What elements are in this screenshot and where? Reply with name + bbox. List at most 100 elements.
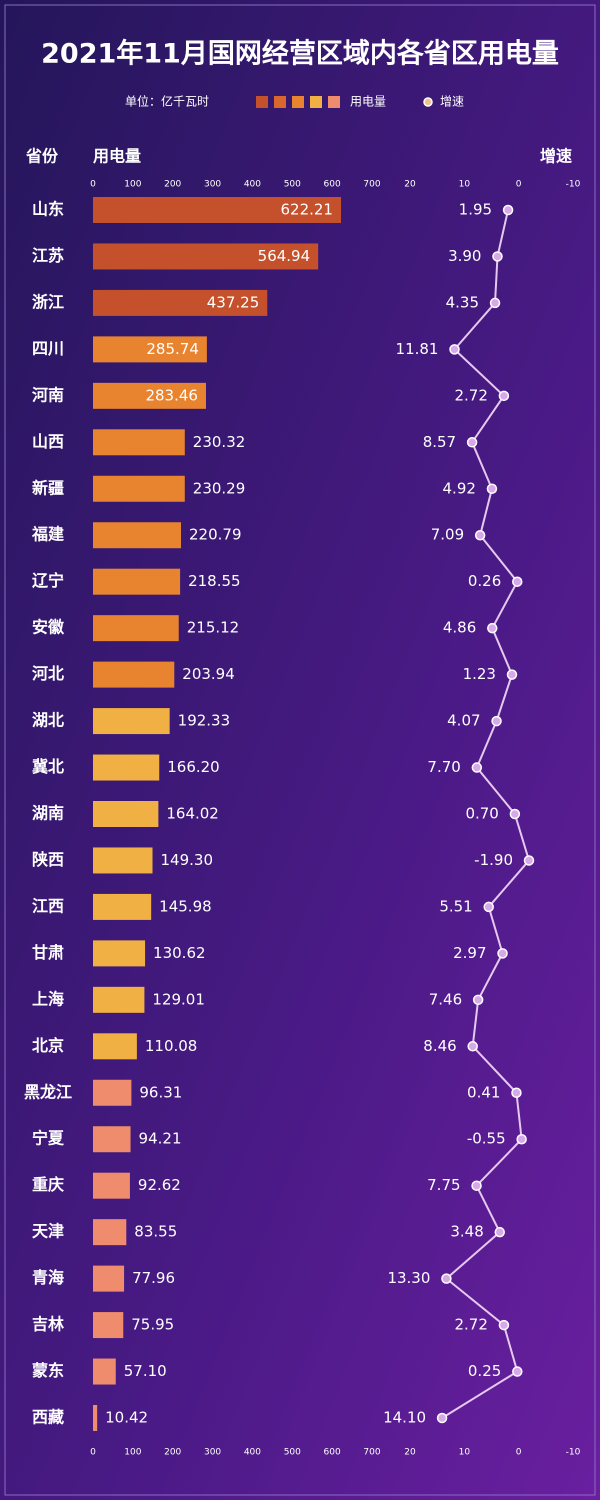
category-label: 江西 (32, 896, 64, 915)
x-tick-label: 20 (404, 180, 416, 190)
category-label: 陕西 (32, 850, 64, 869)
category-label: 蒙东 (32, 1361, 64, 1380)
value-label: 94.21 (139, 1130, 182, 1148)
bar (93, 615, 179, 642)
growth-point (486, 483, 498, 495)
bar (93, 197, 341, 223)
value-label: 129.01 (152, 990, 205, 1008)
x-tick-label: 0 (90, 1448, 96, 1458)
x-tick-label: 0 (516, 1448, 522, 1458)
value-label: 4.07 (447, 712, 480, 730)
growth-point (487, 622, 498, 634)
category-label: 甘肃 (32, 943, 64, 962)
x-tick-label: 400 (244, 1448, 261, 1458)
value-label: 164.02 (166, 805, 219, 823)
value-label: 215.12 (187, 619, 240, 637)
growth-point (471, 762, 483, 773)
category-label: 青海 (32, 1268, 64, 1287)
x-tick-label: 10 (459, 180, 471, 190)
bar (93, 1219, 127, 1246)
value-label: 0.70 (465, 805, 498, 823)
value-label: 0.26 (468, 572, 501, 590)
x-tick-label: 600 (324, 180, 341, 190)
value-label: 230.32 (193, 433, 246, 451)
bar (93, 382, 206, 409)
value-label: 83.55 (134, 1223, 177, 1241)
value-label: 1.95 (459, 201, 492, 219)
growth-point (467, 1041, 478, 1052)
value-label: 110.08 (145, 1037, 198, 1055)
value-label: 7.46 (429, 990, 462, 1008)
value-label: 3.90 (448, 247, 481, 265)
value-label: 564.94 (258, 247, 311, 265)
x-tick-label: 500 (284, 180, 301, 190)
growth-point (466, 437, 478, 448)
x-tick-label: 200 (164, 180, 181, 190)
bar (93, 336, 207, 363)
value-label: 192.33 (178, 712, 231, 730)
bar (93, 475, 185, 502)
bar (93, 1079, 132, 1106)
bar (93, 429, 185, 456)
value-label: 220.79 (189, 526, 242, 544)
bar (93, 801, 159, 827)
value-label: 4.35 (446, 293, 479, 311)
x-tick-label: 0 (516, 180, 522, 190)
category-label: 湖北 (32, 711, 64, 730)
category-header: 省份 (25, 147, 59, 166)
value-label: 437.25 (207, 293, 260, 311)
category-label: 安徽 (32, 618, 65, 637)
growth-point (512, 576, 523, 587)
growth-point (511, 1087, 522, 1099)
x-tick-label: 700 (363, 1448, 380, 1458)
value-label: 2.97 (453, 944, 486, 962)
value-label: 166.20 (167, 758, 220, 776)
legend-swatch (328, 96, 340, 108)
bar-header: 用电量 (93, 147, 141, 166)
bar (93, 986, 145, 1013)
category-label: 浙江 (32, 292, 64, 311)
bar (93, 940, 146, 967)
value-label: 0.25 (468, 1362, 501, 1380)
x-tick-label: 10 (459, 1448, 471, 1458)
value-label: 10.42 (105, 1409, 148, 1427)
category-label: 河南 (32, 385, 64, 404)
category-label: 山东 (32, 200, 64, 219)
category-label: 河北 (32, 664, 64, 683)
growth-point (502, 204, 514, 216)
value-label: 8.46 (423, 1037, 456, 1055)
value-label: 1.23 (463, 665, 496, 683)
growth-point (471, 1180, 482, 1191)
value-label: 230.29 (193, 479, 246, 497)
category-label: 福建 (31, 525, 64, 544)
value-label: 283.46 (145, 386, 198, 404)
value-label: 7.75 (427, 1176, 460, 1194)
growth-point (441, 1273, 452, 1284)
category-label: 西藏 (32, 1408, 64, 1427)
x-tick-label: 300 (204, 1448, 221, 1458)
growth-point (523, 855, 535, 866)
category-label: 北京 (32, 1036, 64, 1055)
bar (93, 243, 319, 270)
growth-point (492, 251, 503, 262)
growth-point (516, 1133, 527, 1145)
bar (93, 1126, 131, 1153)
value-label: 145.98 (159, 897, 212, 915)
category-label: 重庆 (32, 1175, 64, 1194)
value-label: 149.30 (161, 851, 214, 869)
growth-point (483, 901, 494, 913)
category-label: 上海 (32, 989, 64, 1008)
bar (93, 1033, 137, 1060)
growth-point (509, 808, 521, 820)
value-label: 8.57 (423, 433, 456, 451)
legend-swatch (256, 96, 268, 108)
value-label: 218.55 (188, 572, 241, 590)
value-label: 13.30 (387, 1269, 430, 1287)
value-label: 14.10 (383, 1409, 426, 1427)
legend-swatch (292, 96, 304, 108)
value-label: 5.51 (439, 897, 472, 915)
category-label: 山西 (32, 432, 64, 451)
value-label: 0.41 (467, 1083, 500, 1101)
